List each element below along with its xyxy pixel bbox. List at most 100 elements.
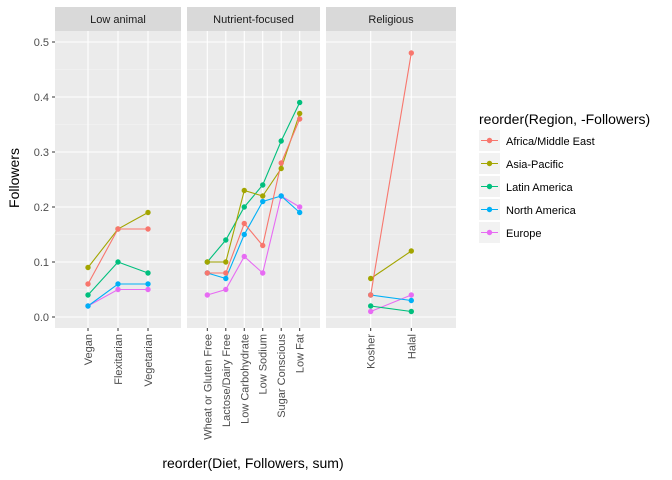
series-line-asia-pacific	[370, 250, 412, 279]
data-point-north-america	[85, 303, 91, 309]
x-tick-label: Lactose/Dairy Free	[221, 334, 233, 427]
data-point-asia-pacific	[223, 259, 229, 265]
y-tick-label: 0.0	[34, 312, 49, 324]
data-point-latin-america	[115, 259, 121, 265]
legend-key-point	[486, 137, 493, 144]
data-point-north-america	[241, 231, 247, 238]
legend-label: North America	[506, 205, 577, 217]
legend: Africa/Middle East Asia-Pacific Latin Amer…	[479, 130, 595, 243]
data-point-north-america	[278, 193, 284, 199]
x-tick-label: Low Carbohydrate	[239, 334, 251, 424]
data-point-asia-pacific	[367, 275, 374, 282]
data-point-asia-pacific	[145, 209, 151, 216]
data-point-latin-america	[278, 138, 284, 144]
data-point-asia-pacific	[85, 264, 91, 271]
data-point-europe	[408, 292, 415, 298]
series-line-latin-america	[206, 102, 301, 263]
panel-religious: Religious Kosher Halal	[326, 7, 456, 369]
data-point-latin-america	[241, 204, 247, 210]
x-tick-label: Low Fat	[295, 334, 307, 373]
legend-label: Africa/Middle East	[506, 136, 595, 148]
data-point-latin-america	[145, 270, 151, 276]
y-tick-label: 0.2	[34, 202, 49, 214]
data-point-north-america	[260, 198, 266, 205]
x-tick-label: Sugar Conscious	[276, 334, 288, 418]
series-line-africa-middle-east	[207, 118, 301, 274]
data-point-europe	[367, 308, 374, 315]
data-point-africa-middle-east	[241, 220, 247, 227]
series-line-africa-middle-east	[370, 52, 412, 296]
data-point-africa-middle-east	[115, 226, 121, 232]
data-point-asia-pacific	[204, 259, 211, 265]
series-line-europe	[207, 195, 300, 296]
y-tick-label: 0.4	[34, 92, 49, 104]
data-point-latin-america	[296, 99, 303, 106]
legend-title: reorder(Region, -Followers)	[479, 111, 650, 127]
data-point-asia-pacific	[278, 165, 284, 172]
y-axis: 0.0 0.1 0.2 0.3 0.4 0.5	[34, 37, 55, 324]
series-line-asia-pacific	[207, 113, 301, 263]
data-point-africa-middle-east	[85, 281, 91, 287]
data-point-africa-middle-east	[260, 242, 266, 249]
data-point-europe	[204, 292, 211, 298]
legend-key-point	[486, 229, 493, 236]
series-line-north-america	[207, 195, 301, 280]
facet-strip	[187, 7, 320, 31]
x-tick-label: Flexitarian	[113, 334, 125, 385]
panel-nutrient-focused: Nutrient-focused Wheat or Gluten Free Lact…	[187, 7, 320, 440]
series-line-north-america	[370, 294, 412, 302]
legend-item-europe: Europe	[479, 222, 541, 243]
x-tick-label: Wheat or Gluten Free	[202, 334, 214, 440]
facet-label: Nutrient-focused	[213, 14, 294, 26]
data-point-asia-pacific	[296, 110, 303, 117]
data-point-north-america	[145, 281, 151, 287]
x-tick-label: Kosher	[366, 334, 378, 369]
data-point-europe	[296, 204, 303, 210]
y-tick-label: 0.5	[34, 37, 49, 49]
data-point-europe	[260, 270, 266, 276]
legend-key-point	[486, 160, 493, 167]
x-tick-label: Vegan	[83, 334, 95, 365]
y-axis-title: Followers	[6, 148, 22, 208]
legend-item-north-america: North America	[479, 199, 577, 220]
data-point-europe	[241, 253, 247, 260]
data-point-north-america	[408, 297, 415, 304]
facet-strip	[55, 7, 181, 31]
data-point-africa-middle-east	[145, 226, 151, 232]
data-point-north-america	[223, 275, 229, 282]
legend-key-point	[486, 206, 493, 213]
legend-key-point	[486, 183, 493, 190]
legend-item-africa-middle-east: Africa/Middle East	[479, 130, 595, 151]
data-point-africa-middle-east	[296, 116, 303, 122]
data-point-africa-middle-east	[408, 50, 415, 56]
data-point-europe	[115, 286, 121, 293]
legend-label: Europe	[506, 228, 541, 240]
y-tick-label: 0.1	[34, 257, 49, 269]
data-point-latin-america	[367, 303, 374, 309]
data-point-latin-america	[260, 182, 266, 188]
legend-label: Latin America	[506, 182, 574, 194]
legend-item-asia-pacific: Asia-Pacific	[479, 153, 564, 174]
facet-label: Religious	[368, 14, 414, 26]
data-point-europe	[223, 286, 229, 293]
legend-item-latin-america: Latin America	[479, 176, 574, 197]
data-point-africa-middle-east	[204, 270, 211, 276]
x-tick-label: Halal	[406, 334, 418, 359]
data-point-north-america	[115, 281, 121, 287]
x-axis-title: reorder(Diet, Followers, sum)	[162, 455, 343, 471]
data-point-asia-pacific	[241, 187, 247, 194]
facet-strip	[326, 7, 456, 31]
data-point-africa-middle-east	[223, 270, 229, 276]
panel-low-animal: Low animal Vegan Flexitarian Vegetarian	[55, 7, 181, 387]
x-tick-label: Vegetarian	[143, 334, 155, 387]
legend-label: Asia-Pacific	[506, 159, 564, 171]
x-tick-label: Low Sodium	[258, 334, 270, 395]
facet-label: Low animal	[90, 14, 146, 26]
y-tick-label: 0.3	[34, 147, 49, 159]
data-point-north-america	[296, 209, 303, 216]
data-point-africa-middle-east	[278, 160, 284, 166]
data-point-europe	[145, 286, 151, 293]
series-line-latin-america	[370, 305, 412, 313]
data-point-latin-america	[223, 237, 229, 243]
